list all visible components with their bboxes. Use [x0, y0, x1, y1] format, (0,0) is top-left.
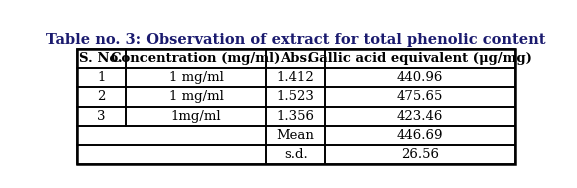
Text: 1: 1	[97, 71, 106, 84]
Text: 1.523: 1.523	[277, 90, 314, 103]
Text: S. No.: S. No.	[80, 52, 123, 65]
Bar	[77, 87, 126, 107]
Text: 2: 2	[97, 90, 106, 103]
Bar	[325, 49, 515, 68]
Bar	[325, 68, 515, 87]
Bar	[126, 49, 266, 68]
Bar	[266, 87, 325, 107]
Bar	[325, 107, 515, 126]
Bar	[266, 49, 325, 68]
Text: Abs.: Abs.	[280, 52, 312, 65]
Bar	[77, 49, 126, 68]
Text: 1.412: 1.412	[277, 71, 314, 84]
Text: 26.56: 26.56	[401, 148, 439, 161]
Text: s.d.: s.d.	[284, 148, 308, 161]
Bar	[126, 87, 266, 107]
Text: 1 mg/ml: 1 mg/ml	[168, 90, 223, 103]
Text: 423.46: 423.46	[397, 110, 443, 123]
Bar	[266, 107, 325, 126]
Bar	[77, 126, 266, 145]
Text: 446.69: 446.69	[397, 129, 443, 142]
Text: 1 mg/ml: 1 mg/ml	[168, 71, 223, 84]
Text: 3: 3	[97, 110, 106, 123]
Bar	[126, 68, 266, 87]
Bar	[325, 126, 515, 145]
Bar	[77, 145, 266, 164]
Text: 1mg/ml: 1mg/ml	[171, 110, 222, 123]
Bar	[77, 49, 515, 164]
Bar	[266, 145, 325, 164]
Bar	[77, 68, 126, 87]
Bar	[266, 126, 325, 145]
Bar	[126, 107, 266, 126]
Bar	[266, 68, 325, 87]
Text: Table no. 3: Observation of extract for total phenolic content: Table no. 3: Observation of extract for …	[46, 33, 545, 47]
Text: 475.65: 475.65	[397, 90, 443, 103]
Text: 1.356: 1.356	[277, 110, 314, 123]
Text: Mean: Mean	[277, 129, 314, 142]
Bar	[325, 145, 515, 164]
Bar	[325, 87, 515, 107]
Bar	[77, 107, 126, 126]
Text: Gallic acid equivalent (μg/mg): Gallic acid equivalent (μg/mg)	[308, 52, 532, 65]
Text: 440.96: 440.96	[397, 71, 443, 84]
Text: Concentration (mg/ml): Concentration (mg/ml)	[111, 52, 281, 65]
